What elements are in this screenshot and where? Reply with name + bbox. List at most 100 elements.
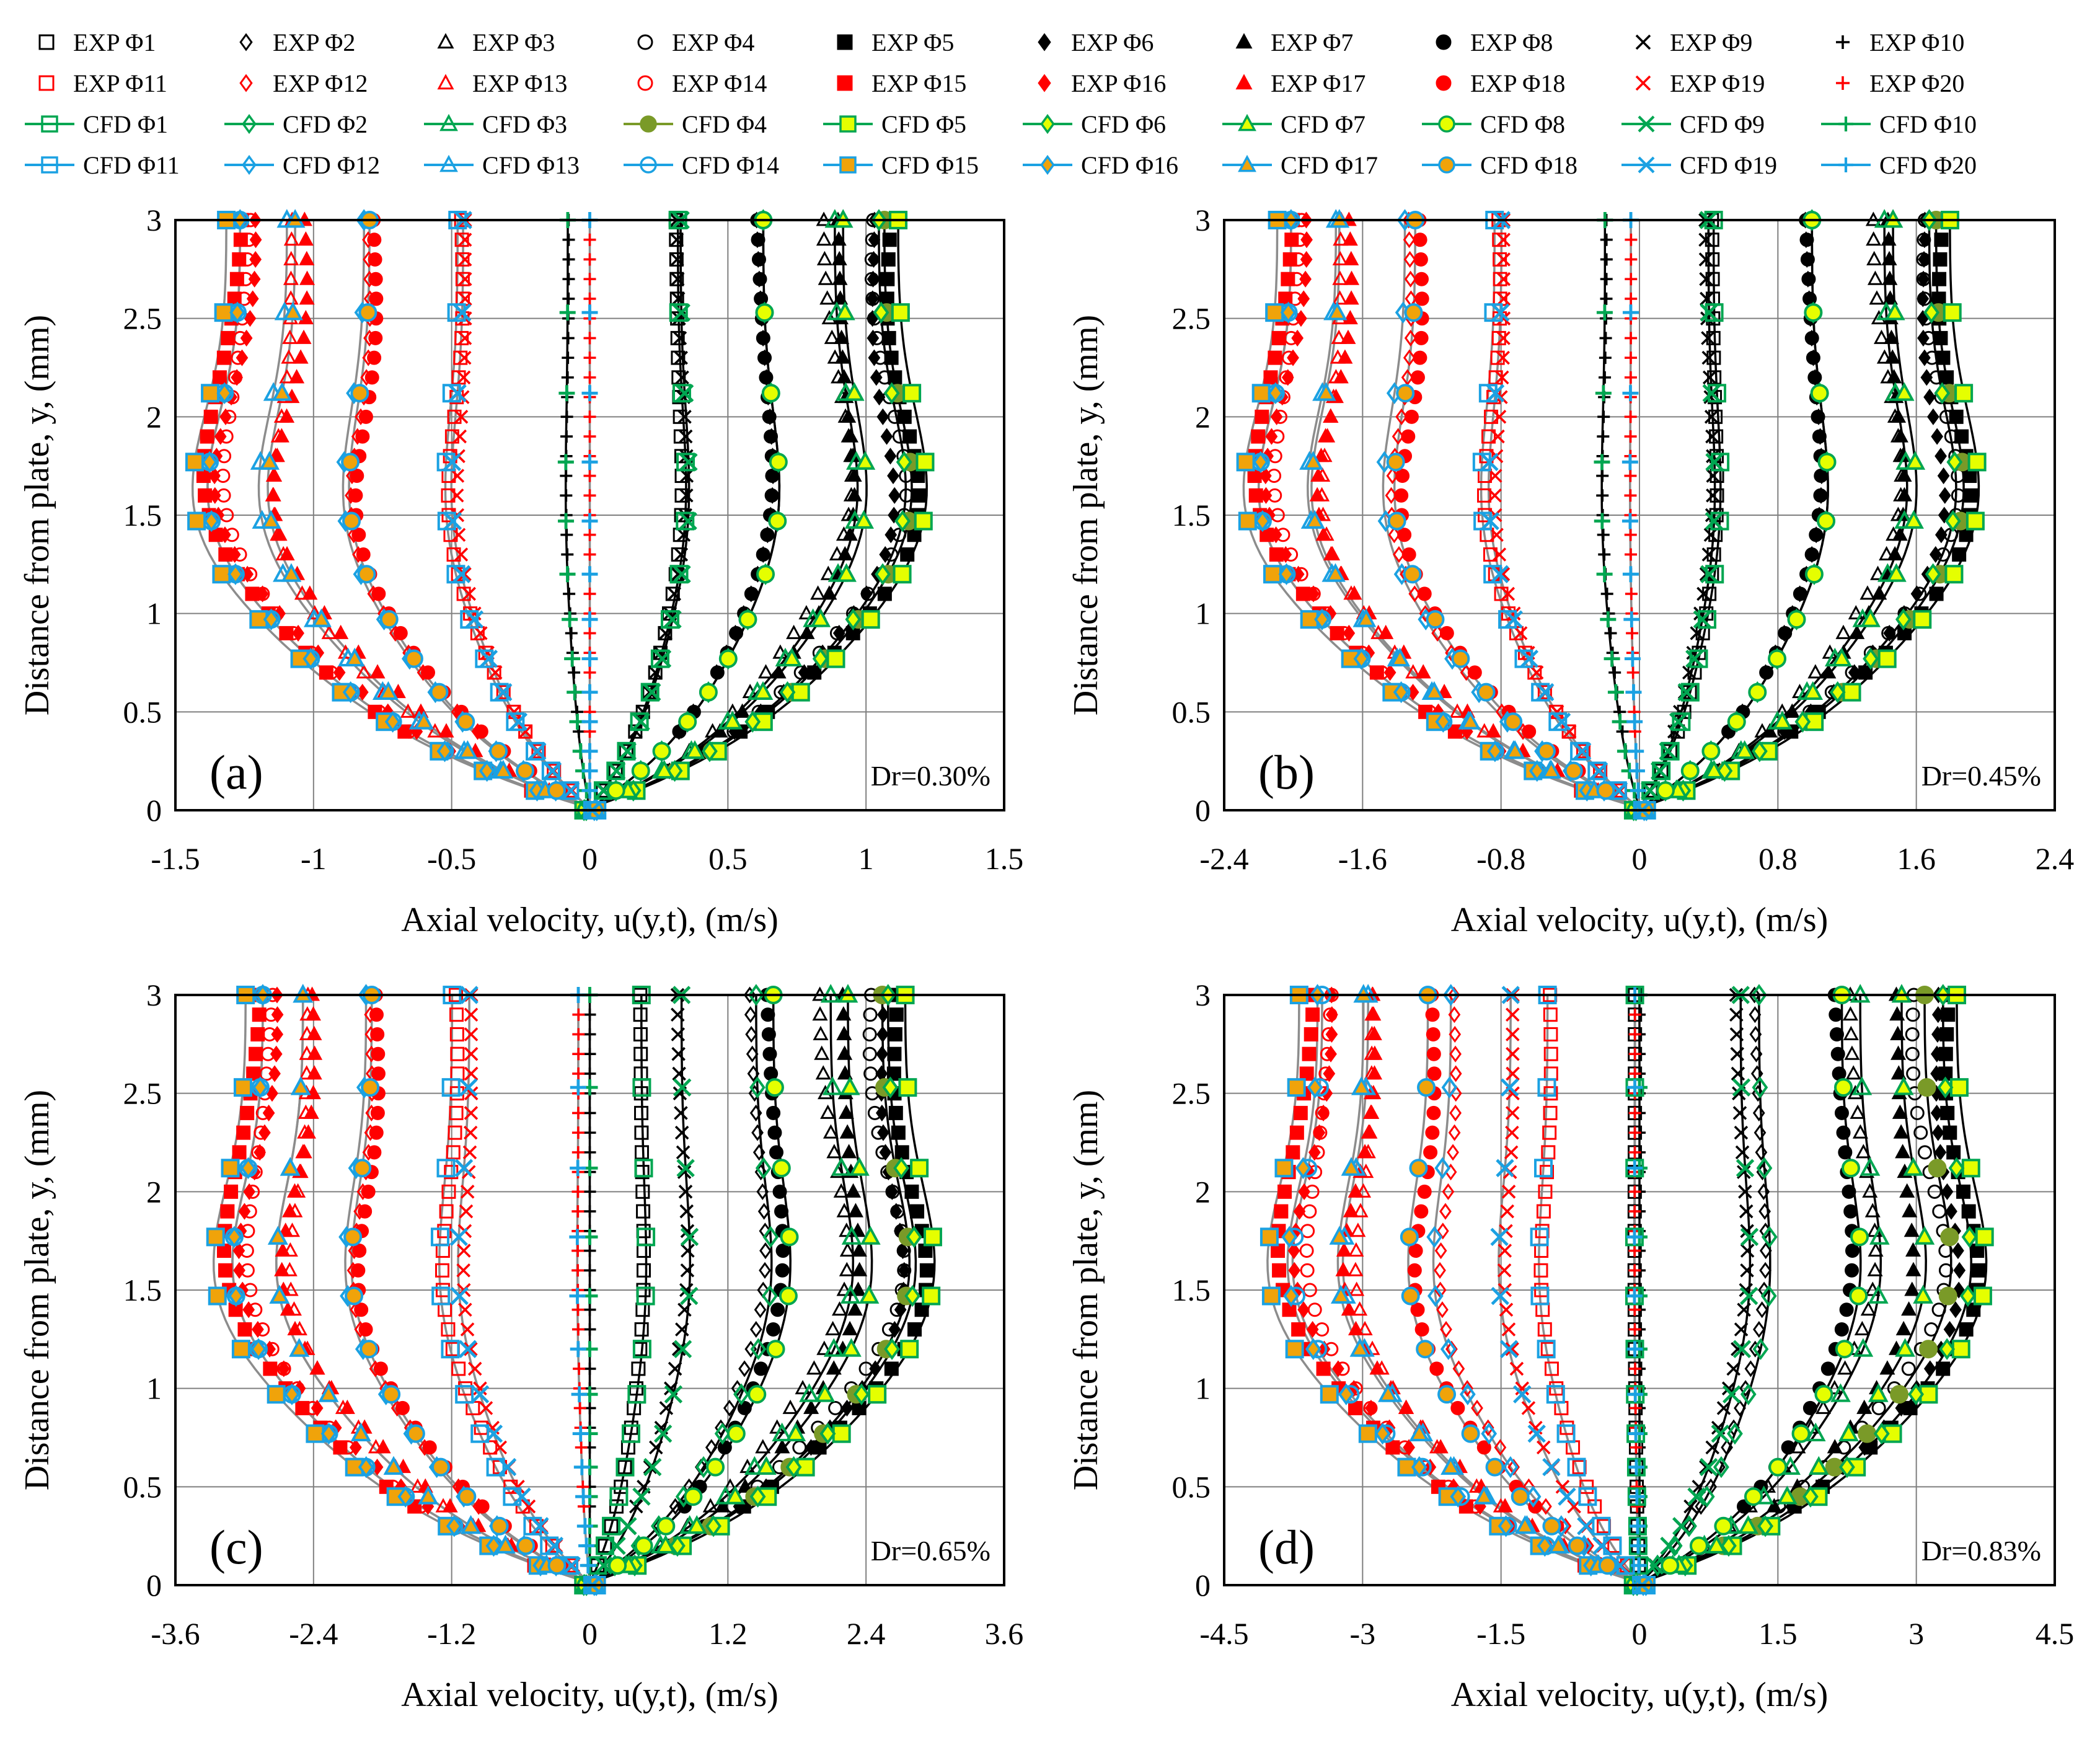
exp-point-Φ8	[1806, 350, 1820, 365]
legend-item: CFD Φ3	[424, 110, 567, 138]
exp-point-Φ15	[200, 429, 214, 444]
cfd-point-Φ9	[1651, 761, 1669, 780]
exp-point-Φ3	[1879, 546, 1895, 560]
exp-point-Φ8	[751, 232, 765, 247]
exp-point-Φ20	[583, 253, 596, 266]
cfd-point-Φ8	[1814, 1385, 1833, 1404]
cfd-point-Φ10	[559, 566, 576, 583]
exp-point-Φ20	[583, 233, 596, 246]
exp-point-Φ18	[358, 1322, 373, 1337]
exp-point-Φ7	[1820, 664, 1837, 679]
exp-point-Φ1	[670, 330, 685, 345]
y-tick-label: 0	[1195, 1568, 1211, 1602]
exp-point-Φ1	[619, 744, 633, 759]
cfd-point-Φ10	[1595, 385, 1612, 402]
cfd-point-Φ17	[413, 710, 435, 730]
exp-point-Φ20	[583, 469, 596, 482]
legend-marker-icon	[1040, 154, 1055, 175]
exp-point-Φ18	[370, 1027, 385, 1041]
cfd-point-Φ8	[1835, 1340, 1854, 1359]
legend-label: CFD Φ11	[83, 151, 180, 179]
cfd-point-Φ18	[353, 1159, 372, 1178]
y-axis-title: Distance from plate, y, (mm)	[18, 1090, 56, 1490]
exp-point-Φ20	[1625, 233, 1638, 246]
exp-point-Φ6	[867, 250, 880, 268]
cfd-point-Φ9	[1705, 511, 1724, 531]
exp-point-Φ19	[457, 252, 472, 267]
legend-marker-icon	[1638, 115, 1655, 133]
exp-point-Φ5	[1933, 330, 1948, 345]
cfd-point-Φ15	[231, 1340, 250, 1359]
cfd-point-Φ18	[547, 1556, 567, 1575]
cfd-point-Φ7	[854, 510, 875, 529]
legend-item: EXP Φ11	[38, 69, 167, 97]
cfd-point-Φ7	[1802, 681, 1824, 700]
chart-panel-3: -4.5 -3 -1.5 0 1.5 3 4.5 0 0.5 1 1.5 2 2.5 3 Axial vel…	[1067, 978, 2074, 1714]
x-tick-label: -1	[301, 841, 327, 876]
cfd-point-Φ1	[676, 511, 695, 531]
cfd-point-Φ8	[772, 1159, 791, 1178]
cfd-point-Φ11	[541, 761, 560, 780]
exp-point-Φ19	[1488, 469, 1502, 483]
y-tick-label: 1	[146, 1371, 162, 1406]
exp-point-Φ11	[454, 330, 469, 345]
legend-marker-icon	[1836, 76, 1850, 90]
exp-point-Φ19	[1529, 665, 1544, 680]
exp-point-Φ1	[1710, 488, 1724, 503]
exp-point-Φ5	[902, 429, 917, 444]
exp-point-Φ17	[265, 487, 281, 502]
exp-point-Φ15	[232, 252, 247, 267]
exp-point-Φ7	[847, 487, 863, 502]
cfd-point-Φ8	[1817, 511, 1836, 531]
exp-point-Φ1	[669, 252, 684, 267]
cfd-point-Φ18	[358, 303, 377, 322]
legend-label: EXP Φ8	[1470, 29, 1553, 56]
cfd-point-Φ17	[260, 510, 281, 529]
exp-point-Φ19	[488, 665, 503, 680]
exp-point-Φ10	[560, 410, 573, 423]
panel-letter: (d)	[1258, 1520, 1315, 1574]
exp-point-Φ5	[1936, 350, 1951, 365]
cfd-point-Φ5	[861, 610, 880, 629]
chart-panel-0: -1.5 -1 -0.5 0 0.5 1 1.5 0 0.5 1 1.5 2 2.5 3 Axial vel…	[18, 203, 1023, 939]
exp-point-Φ15	[1289, 1125, 1304, 1140]
exp-point-Φ3	[816, 231, 832, 246]
exp-point-Φ6	[860, 585, 873, 603]
cfd-point-Φ8	[606, 781, 625, 800]
exp-point-Φ18	[1439, 626, 1454, 640]
exp-point-Φ11	[1527, 665, 1542, 680]
exp-point-Φ17	[279, 408, 295, 423]
cfd-point-Φ19	[465, 610, 484, 629]
cfd-point-Φ9	[1641, 781, 1659, 800]
exp-point-Φ16	[1259, 467, 1272, 485]
exp-point-Φ3	[1848, 605, 1864, 620]
exp-point-Φ13	[321, 624, 337, 639]
exp-point-Φ18	[1417, 1184, 1432, 1199]
exp-point-Φ9	[670, 252, 684, 267]
exp-point-Φ15	[1277, 1184, 1292, 1199]
exp-point-Φ1	[608, 764, 623, 779]
cfd-point-Φ10	[1594, 513, 1610, 529]
cfd-point-Φ7	[722, 710, 743, 730]
exp-point-Φ15	[224, 1184, 239, 1199]
exp-point-Φ7	[831, 231, 847, 246]
cfd-point-Φ8	[769, 453, 788, 472]
cfd-point-Φ1	[1705, 565, 1724, 584]
cfd-point-Φ9	[1685, 649, 1704, 668]
cfd-point-Φ15	[1358, 1424, 1377, 1443]
cfd-point-Φ15	[1285, 1340, 1304, 1359]
exp-point-Φ8	[762, 1046, 777, 1061]
exp-point-Φ17	[267, 467, 283, 482]
exp-point-Φ16	[1307, 585, 1320, 603]
cfd-point-Φ11	[490, 683, 509, 702]
cfd-point-Φ6	[812, 647, 829, 670]
legend-marker-icon	[1436, 75, 1452, 91]
exp-point-Φ19	[458, 272, 472, 286]
legend-item: CFD Φ11	[25, 151, 180, 179]
cfd-point-Φ10	[1612, 714, 1628, 730]
cfd-point-Φ15	[1263, 565, 1282, 584]
cfd-point-Φ7	[1703, 759, 1724, 779]
x-tick-label: 0	[582, 841, 598, 876]
y-tick-label: 0	[146, 1568, 162, 1602]
exp-point-Φ18	[369, 291, 384, 306]
